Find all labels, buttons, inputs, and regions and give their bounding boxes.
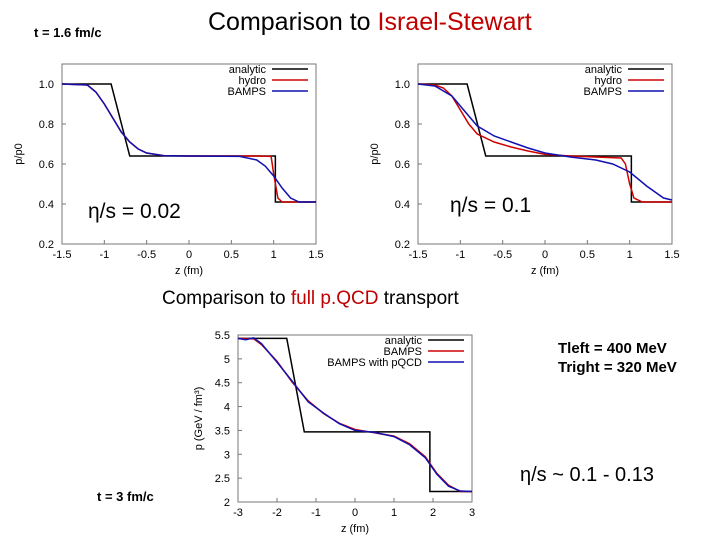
- y-tick-label: 4.5: [215, 378, 230, 390]
- slide-subtitle: Comparison to full p.QCD transport: [162, 288, 459, 310]
- y-tick-label: 0.6: [39, 159, 54, 171]
- y-axis-label: p/p0: [13, 143, 25, 164]
- x-tick-label: -1.5: [53, 249, 72, 261]
- x-tick-label: 1: [391, 507, 397, 519]
- eta-annotation: η/s = 0.1: [450, 194, 531, 217]
- legend-label: analytic: [385, 335, 423, 347]
- y-tick-label: 5.5: [215, 330, 230, 342]
- chart-3: -3 -2 -1 0 1 2 3 2 2.5 3 3.5 4 4.5 5 5.5 z (fm) p (GeV /…: [193, 330, 475, 535]
- temperature-labels: Tleft = 400 MeV Tright = 320 MeV: [558, 339, 677, 377]
- x-axis-label: z (fm): [341, 523, 369, 535]
- y-tick-label: 3: [224, 449, 230, 461]
- x-tick-label: -1.5: [409, 249, 428, 261]
- y-tick-label: 4: [224, 402, 230, 414]
- y-tick-label: 0.4: [395, 199, 410, 211]
- x-axis-label: z (fm): [175, 265, 203, 277]
- legend-label: BAMPS with pQCD: [327, 357, 422, 369]
- eta-annotation: η/s = 0.02: [88, 200, 181, 223]
- x-tick-label: -1: [455, 249, 465, 261]
- y-tick-label: 5: [224, 354, 230, 366]
- y-tick-label: 0.2: [395, 239, 410, 251]
- x-tick-label: 0: [352, 507, 358, 519]
- y-axis-label: p/p0: [369, 143, 381, 164]
- chart-1: -1.5 -1 -0.5 0 0.5 1 1.5 0.2 0.4 0.6 0.8 1.0 z (fm) p…: [13, 63, 324, 277]
- y-axis-label: p (GeV / fm³): [193, 387, 205, 451]
- t-right: Tright = 320 MeV: [558, 359, 677, 376]
- slide-title: Comparison to Israel-Stewart: [208, 8, 532, 37]
- x-tick-label: 0.5: [580, 249, 595, 261]
- y-tick-label: 2: [224, 497, 230, 509]
- time-label-bottom: t = 3 fm/c: [97, 489, 154, 504]
- x-tick-label: -0.5: [493, 249, 512, 261]
- series-line-bamps: [417, 83, 673, 201]
- title-highlight: Israel-Stewart: [377, 8, 532, 36]
- x-tick-label: 1: [627, 249, 633, 261]
- legend-label: hydro: [594, 75, 622, 87]
- y-tick-label: 0.2: [39, 239, 54, 251]
- x-tick-label: 1.5: [664, 249, 679, 261]
- legend-label: BAMPS: [583, 86, 622, 98]
- subtitle-highlight: full p.QCD: [290, 288, 379, 309]
- x-axis-label: z (fm): [531, 265, 559, 277]
- t-left: Tleft = 400 MeV: [558, 340, 667, 357]
- x-tick-label: 1.5: [308, 249, 323, 261]
- x-tick-label: -1: [311, 507, 321, 519]
- legend-label: analytic: [585, 64, 623, 76]
- x-tick-label: 3: [469, 507, 475, 519]
- series-line-hydro: [61, 83, 316, 203]
- time-label-top: t = 1.6 fm/c: [34, 25, 102, 40]
- y-tick-label: 1.0: [39, 79, 54, 91]
- x-tick-label: 0: [542, 249, 548, 261]
- subtitle-prefix: Comparison to: [162, 288, 291, 309]
- series-line-analytic: [62, 83, 316, 203]
- y-tick-label: 0.6: [395, 159, 410, 171]
- x-tick-label: 0: [186, 249, 192, 261]
- x-tick-label: 1: [271, 249, 277, 261]
- x-tick-label: 0.5: [224, 249, 239, 261]
- x-tick-label: 2: [430, 507, 436, 519]
- x-tick-label: -1: [99, 249, 109, 261]
- y-tick-label: 0.8: [39, 119, 54, 131]
- subtitle-suffix: transport: [378, 288, 459, 309]
- x-tick-label: -2: [272, 507, 282, 519]
- x-tick-label: -0.5: [137, 249, 156, 261]
- y-tick-label: 1.0: [395, 79, 410, 91]
- y-tick-label: 2.5: [215, 473, 230, 485]
- series-line-bamps: [61, 83, 316, 203]
- y-tick-label: 3.5: [215, 425, 230, 437]
- x-tick-label: -3: [233, 507, 243, 519]
- legend-label: BAMPS: [227, 86, 266, 98]
- legend-label: BAMPS: [383, 346, 422, 358]
- chart-2: -1.5 -1 -0.5 0 0.5 1 1.5 0.2 0.4 0.6 0.8 1.0 z (fm) p…: [369, 63, 680, 277]
- legend-label: hydro: [238, 75, 266, 87]
- y-tick-label: 0.8: [395, 119, 410, 131]
- y-tick-label: 0.4: [39, 199, 54, 211]
- eta-range-label: η/s ~ 0.1 - 0.13: [520, 464, 654, 486]
- legend-label: analytic: [229, 64, 267, 76]
- series-line-bamps-with-pqcd: [237, 337, 473, 493]
- title-prefix: Comparison to: [208, 8, 378, 36]
